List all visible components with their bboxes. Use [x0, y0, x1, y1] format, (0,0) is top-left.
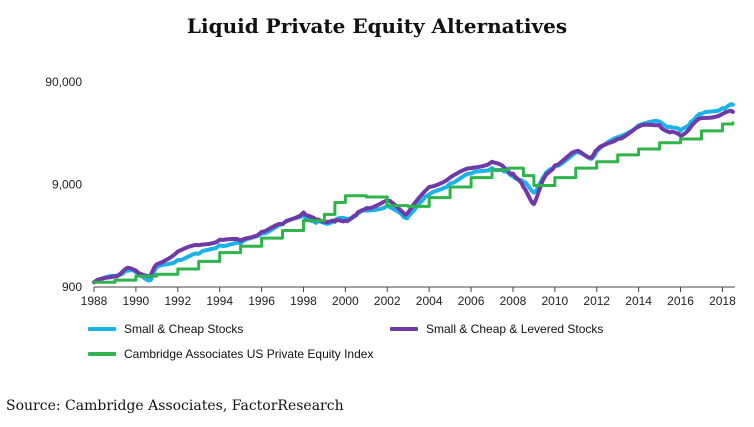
legend-item-small-cheap-levered: Small & Cheap & Levered Stocks — [390, 322, 603, 336]
x-tick-label: 2012 — [583, 294, 610, 308]
source-note: Source: Cambridge Associates, FactorRese… — [6, 398, 344, 414]
x-tick-label: 2006 — [458, 294, 485, 308]
legend-swatch — [88, 327, 116, 331]
x-tick-label: 2016 — [667, 294, 694, 308]
y-tick-label: 9,000 — [52, 178, 82, 192]
x-tick-label: 2018 — [709, 294, 736, 308]
axes: 1988 1990 1992 1994 1996 1998 2000 2002 2004 2006… — [45, 75, 736, 308]
chart-title: Liquid Private Equity Alternatives — [186, 14, 568, 38]
series-line-small-cheap-levered — [92, 108, 735, 285]
y-tick-label: 900 — [62, 280, 82, 294]
x-tick-label: 1992 — [164, 294, 191, 308]
legend-swatch — [88, 352, 116, 356]
x-tick-label: 1996 — [248, 294, 275, 308]
series-line-small-cheap — [92, 102, 735, 285]
x-tick-label: 2010 — [541, 294, 568, 308]
x-tick-label: 2004 — [416, 294, 443, 308]
x-tick-label: 1990 — [123, 294, 150, 308]
x-tick-label: 1998 — [290, 294, 317, 308]
x-tick-label: 2002 — [374, 294, 401, 308]
legend-label: Small & Cheap & Levered Stocks — [426, 322, 604, 336]
series-line-cambridge-pe-index — [92, 121, 735, 284]
x-tick-label: 1988 — [81, 294, 108, 308]
legend-item-small-cheap: Small & Cheap Stocks — [88, 322, 243, 336]
y-tick-label: 90,000 — [45, 75, 82, 89]
series-layer — [92, 102, 735, 285]
x-tick-label: 2014 — [625, 294, 652, 308]
x-tick-label: 1994 — [206, 294, 233, 308]
x-tick-label: 2000 — [332, 294, 359, 308]
legend-label: Small & Cheap Stocks — [124, 322, 244, 336]
x-tick-label: 2008 — [500, 294, 527, 308]
legend-item-cambridge: Cambridge Associates US Private Equity I… — [88, 347, 373, 361]
legend-swatch — [390, 327, 418, 331]
legend-label: Cambridge Associates US Private Equity I… — [124, 347, 374, 361]
